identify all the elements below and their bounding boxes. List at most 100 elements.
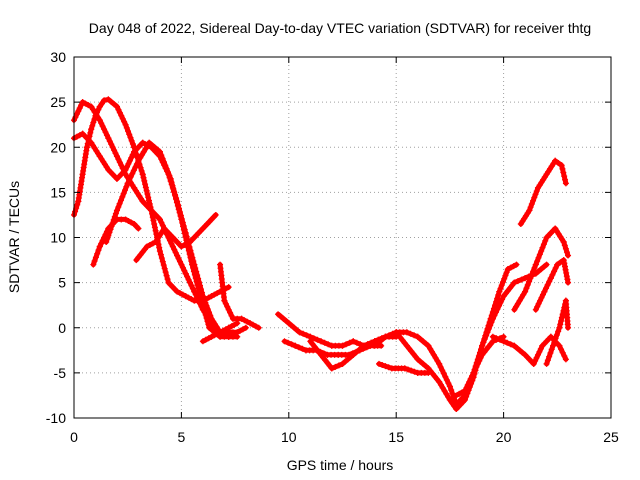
data-point xyxy=(115,204,122,211)
data-point xyxy=(527,204,534,211)
data-point xyxy=(564,276,571,283)
data-point xyxy=(538,248,545,255)
data-point xyxy=(92,112,99,119)
data-point xyxy=(432,354,439,361)
data-point xyxy=(180,223,187,230)
data-point xyxy=(401,365,408,372)
data-point xyxy=(184,273,191,280)
data-point xyxy=(482,332,489,339)
data-point xyxy=(130,167,137,174)
data-point xyxy=(300,330,307,337)
data-point xyxy=(166,237,173,244)
data-point xyxy=(467,375,474,382)
data-point xyxy=(227,309,234,316)
data-point xyxy=(162,162,169,169)
data-point xyxy=(200,305,207,312)
data-point xyxy=(553,331,560,338)
data-point xyxy=(461,396,468,403)
data-point xyxy=(489,308,496,315)
data-point xyxy=(95,106,102,113)
data-point xyxy=(378,342,385,349)
data-point xyxy=(554,261,561,268)
data-point xyxy=(119,193,126,200)
data-point xyxy=(195,285,202,292)
data-point xyxy=(224,303,231,310)
data-point xyxy=(470,369,477,376)
data-point xyxy=(485,322,492,329)
x-tick-label: 15 xyxy=(388,429,404,445)
data-point xyxy=(178,261,185,268)
data-point xyxy=(546,278,553,285)
series-arc-8 xyxy=(217,261,262,331)
data-point xyxy=(552,264,559,271)
data-point xyxy=(285,339,292,346)
data-point xyxy=(497,285,504,292)
data-point xyxy=(99,237,106,244)
data-point xyxy=(295,344,302,351)
data-point xyxy=(443,376,450,383)
data-point xyxy=(494,295,501,302)
series-arc-18 xyxy=(511,225,572,313)
data-point xyxy=(558,162,565,169)
data-point xyxy=(188,282,195,289)
data-point xyxy=(436,378,443,385)
data-point xyxy=(514,278,521,285)
data-point xyxy=(385,364,392,371)
data-point xyxy=(129,170,136,177)
data-point xyxy=(175,206,182,213)
data-point xyxy=(530,268,537,275)
series-arc-17 xyxy=(517,157,569,227)
data-point xyxy=(126,131,133,138)
data-point xyxy=(339,342,346,349)
data-point xyxy=(516,297,523,304)
data-point xyxy=(164,276,171,283)
y-tick-label: 20 xyxy=(50,139,66,155)
data-point xyxy=(98,100,105,107)
data-point xyxy=(180,226,187,233)
data-point xyxy=(473,359,480,366)
data-point xyxy=(501,275,508,282)
data-point xyxy=(563,269,570,276)
data-point xyxy=(91,257,98,264)
y-tick-label: 0 xyxy=(58,320,66,336)
data-point xyxy=(111,147,118,154)
data-point xyxy=(542,237,549,244)
data-point xyxy=(174,252,181,259)
data-point xyxy=(91,116,98,123)
data-point xyxy=(445,380,452,387)
data-point xyxy=(350,338,357,345)
data-point xyxy=(172,192,179,199)
data-point xyxy=(129,141,136,148)
data-point xyxy=(138,167,145,174)
data-point xyxy=(201,308,208,315)
data-point xyxy=(429,348,435,355)
data-point xyxy=(179,264,186,271)
data-point xyxy=(160,262,167,269)
data-point xyxy=(73,111,80,118)
data-point xyxy=(128,154,135,161)
data-point xyxy=(376,360,383,367)
x-tick-label: 5 xyxy=(178,429,186,445)
y-tick-label: 15 xyxy=(50,184,66,200)
data-point xyxy=(139,171,146,178)
data-point xyxy=(281,338,288,345)
data-point xyxy=(511,279,518,286)
data-point xyxy=(133,161,140,168)
data-point xyxy=(174,202,181,209)
data-point xyxy=(72,114,79,121)
data-point xyxy=(191,288,198,295)
data-point xyxy=(476,349,483,356)
data-point xyxy=(543,261,550,268)
data-point xyxy=(101,97,108,104)
data-point xyxy=(526,278,533,285)
data-point xyxy=(117,197,124,204)
data-point xyxy=(425,342,432,349)
data-point xyxy=(171,246,178,253)
data-point xyxy=(121,118,128,125)
data-point xyxy=(199,302,206,309)
data-point xyxy=(179,219,186,226)
data-point xyxy=(194,281,201,288)
data-point xyxy=(557,321,564,328)
data-point xyxy=(156,248,163,255)
data-point xyxy=(144,142,151,149)
